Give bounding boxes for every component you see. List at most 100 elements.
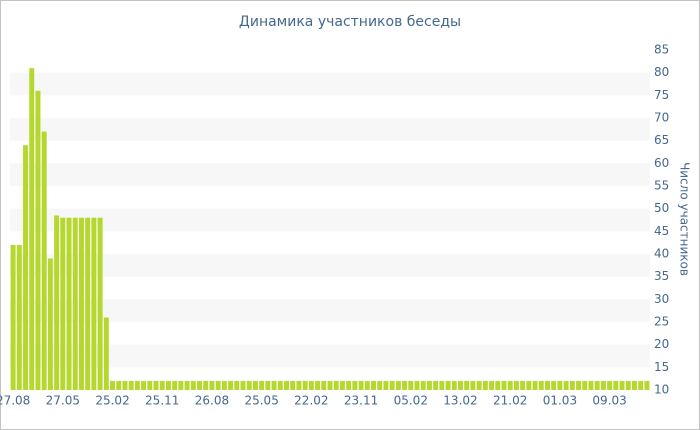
bar	[246, 380, 252, 390]
x-tick-label: 25.11	[145, 394, 179, 408]
y-tick-label: 30	[654, 292, 669, 306]
bar	[271, 380, 277, 390]
bar	[557, 380, 563, 390]
bar	[110, 380, 116, 390]
bar	[141, 380, 147, 390]
bar	[308, 380, 314, 390]
bar	[16, 244, 22, 390]
bar	[209, 380, 215, 390]
bar	[513, 380, 519, 390]
bar	[638, 380, 644, 390]
x-tick-label: 27.05	[46, 394, 80, 408]
bar	[41, 131, 47, 390]
bar	[644, 380, 650, 390]
bar	[408, 380, 414, 390]
bar	[526, 380, 532, 390]
bar	[234, 380, 240, 390]
grid-band	[10, 299, 650, 322]
x-tick-label: 22.02	[294, 394, 328, 408]
bar	[333, 380, 339, 390]
x-tick-label: 05.02	[394, 394, 428, 408]
grid-band	[10, 118, 650, 141]
bar	[389, 380, 395, 390]
bar	[10, 244, 16, 390]
bar	[147, 380, 153, 390]
x-tick-label: 26.08	[195, 394, 229, 408]
bar	[520, 380, 526, 390]
x-tick-label: 25.02	[95, 394, 129, 408]
x-tick-label: 01.03	[543, 394, 577, 408]
bar	[495, 380, 501, 390]
bar	[190, 380, 196, 390]
bar	[203, 380, 209, 390]
chart-title: Динамика участников беседы	[239, 14, 461, 30]
bar	[544, 380, 550, 390]
bar	[103, 317, 109, 390]
bar	[426, 380, 432, 390]
bar	[54, 215, 60, 390]
bar	[433, 380, 439, 390]
bar	[470, 380, 476, 390]
bar	[184, 380, 190, 390]
bar	[153, 380, 159, 390]
bar	[501, 380, 507, 390]
y-tick-label: 80	[654, 65, 669, 79]
y-tick-label: 85	[654, 43, 669, 57]
bar	[619, 380, 625, 390]
y-tick-label: 15	[654, 360, 669, 374]
bar	[265, 380, 271, 390]
bar	[290, 380, 296, 390]
bar	[445, 380, 451, 390]
bar	[228, 380, 234, 390]
bar	[178, 380, 184, 390]
bar	[551, 380, 557, 390]
bar	[321, 380, 327, 390]
bar	[613, 380, 619, 390]
bar	[122, 380, 128, 390]
bar	[172, 380, 178, 390]
bar	[464, 380, 470, 390]
bar	[66, 217, 72, 390]
y-tick-label: 50	[654, 201, 669, 215]
bar	[383, 380, 389, 390]
y-tick-label: 20	[654, 337, 669, 351]
grid-band	[10, 344, 650, 368]
bar	[29, 68, 35, 390]
bar	[346, 380, 352, 390]
bar	[607, 380, 613, 390]
bar	[215, 380, 221, 390]
y-tick-label: 10	[654, 383, 669, 397]
bar	[259, 380, 265, 390]
bar	[35, 90, 41, 391]
bar	[221, 380, 227, 390]
bar	[240, 380, 246, 390]
bar	[482, 380, 488, 390]
bar	[85, 217, 91, 390]
bar	[414, 380, 420, 390]
bar	[594, 380, 600, 390]
bar	[277, 380, 283, 390]
bar	[569, 380, 575, 390]
grid-band	[10, 72, 650, 96]
bar	[23, 145, 29, 390]
grid-band	[10, 163, 650, 186]
y-tick-label: 70	[654, 111, 669, 125]
bar	[134, 380, 140, 390]
x-tick-label: 09.03	[592, 394, 626, 408]
x-tick-label: 13.02	[443, 394, 477, 408]
y-tick-label: 65	[654, 133, 669, 147]
bar	[371, 380, 376, 390]
bar	[582, 380, 588, 390]
bar	[476, 380, 482, 390]
bar	[47, 258, 53, 390]
bar	[197, 380, 202, 390]
bar	[339, 380, 345, 390]
bar	[91, 217, 97, 390]
bar	[358, 380, 364, 390]
bar	[302, 380, 308, 390]
bar	[352, 380, 358, 390]
y-tick-label: 75	[654, 88, 669, 102]
bar	[439, 380, 445, 390]
bar	[252, 380, 258, 390]
bar	[165, 380, 171, 390]
